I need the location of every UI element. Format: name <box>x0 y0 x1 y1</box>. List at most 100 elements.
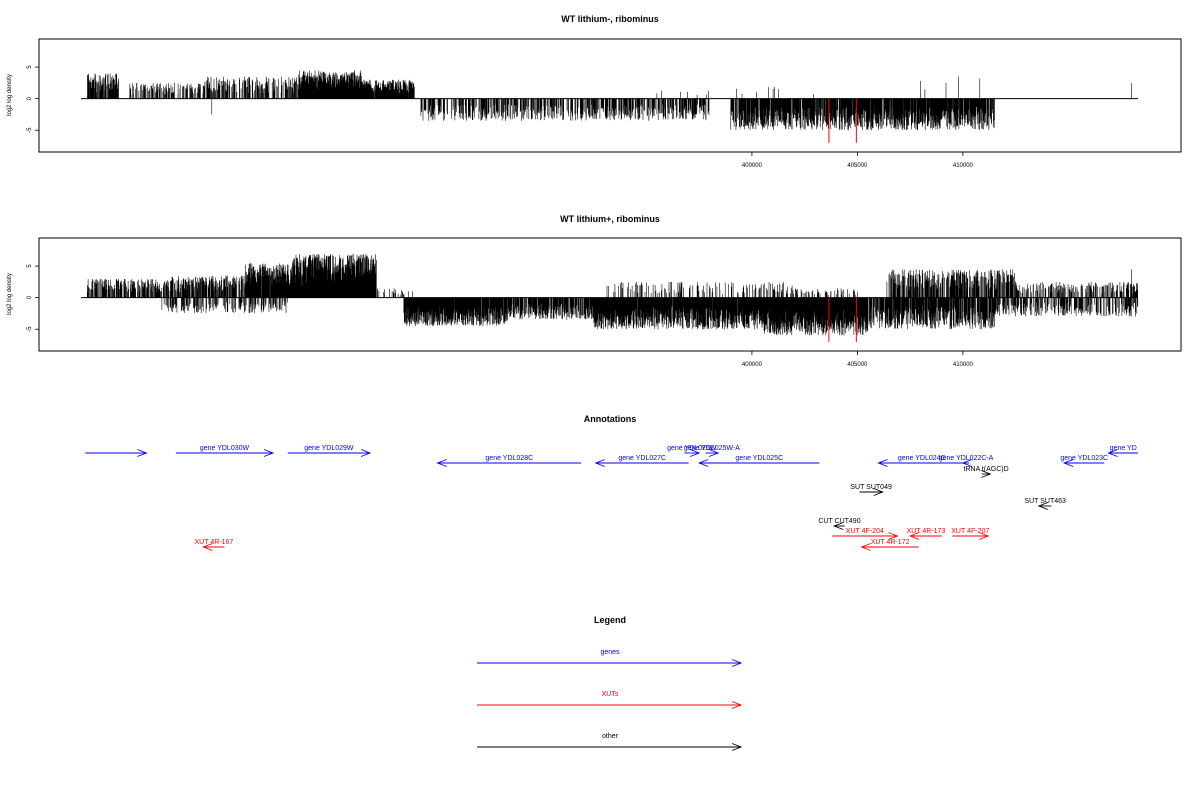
feature-arrowhead <box>137 449 148 457</box>
feature-label: SUT SUT049 <box>850 484 892 491</box>
legend-entry: XUTs <box>477 691 743 709</box>
y-axis-label: log2 log density <box>7 74 13 116</box>
annotation-feature: gene YDL030W <box>175 445 275 457</box>
feature-label: gene YDL026W <box>667 445 717 452</box>
y-axis: -5 0 5 <box>27 264 39 332</box>
annotation-feature <box>85 449 148 457</box>
feature-label: gene YDL027C <box>618 455 666 462</box>
signal-bar-series <box>87 253 1139 336</box>
legend-arrowhead <box>731 701 743 709</box>
annotation-feature: gene YDL029W <box>287 445 372 457</box>
signal-bar-series <box>87 70 1132 131</box>
y-tick-label: 5 <box>27 264 33 268</box>
annotations-panel: Annotations gene YDL030W gene YDL029W gene… <box>85 414 1138 551</box>
y-axis-label: log2 log density <box>7 273 13 315</box>
feature-label: gene YDL030W <box>200 445 250 452</box>
feature-arrowhead <box>697 459 709 467</box>
annotation-feature: gene YDL022C-A <box>939 455 994 467</box>
y-tick-label: 0 <box>27 295 33 299</box>
highlight-spikes <box>828 98 857 143</box>
feature-arrowhead <box>263 449 275 457</box>
x-tick-label: 410000 <box>953 362 974 368</box>
signal-bars <box>81 70 1138 131</box>
feature-label: gene YDL024C <box>898 455 946 462</box>
feature-arrowhead <box>594 459 605 467</box>
legend-entry: genes <box>477 649 743 667</box>
feature-arrowhead <box>877 459 888 467</box>
feature-arrowhead <box>708 449 720 457</box>
feature-arrowhead <box>1107 449 1118 457</box>
annotation-feature: SUT SUT463 <box>1024 498 1066 510</box>
feature-label: gene YDL025C <box>735 455 783 462</box>
feature-arrowhead <box>202 543 213 551</box>
annotation-feature: gene YDL025W-A <box>684 445 740 457</box>
feature-label: SUT SUT463 <box>1024 498 1066 505</box>
feature-label: gene YDL028C <box>485 455 533 462</box>
y-axis: -5 0 5 <box>27 65 39 133</box>
annotation-feature: SUT SUT049 <box>850 484 892 496</box>
feature-arrowhead <box>860 543 871 551</box>
panel-title: WT lithium-, ribominus <box>561 14 659 24</box>
feature-arrowhead <box>908 532 920 540</box>
annotation-feature: XUT 4R-172 <box>860 539 919 551</box>
legend-title: Legend <box>594 615 626 625</box>
legend-entries: genes XUTs other <box>477 649 743 751</box>
panel-lithium-minus: WT lithium-, ribominus log2 log density … <box>7 14 1182 169</box>
annotation-feature: gene YDL024C <box>877 455 965 467</box>
annotation-feature: gene YDL027C <box>594 455 689 467</box>
annotation-feature: CUT CUT490 <box>818 518 861 530</box>
feature-arrowhead <box>1062 459 1074 467</box>
legend-label: XUTs <box>602 691 619 698</box>
y-tick-label: 5 <box>27 65 33 69</box>
x-axis: 400000 405000 410000 <box>742 351 974 368</box>
feature-arrowhead <box>873 488 884 496</box>
feature-arrowhead <box>832 522 844 530</box>
annotation-feature: XUT 4F-204 <box>832 528 899 540</box>
annotation-feature: gene YDL025C <box>697 455 820 467</box>
annotation-feature: gene YDL028C <box>436 455 582 467</box>
feature-arrowhead <box>888 532 899 540</box>
feature-arrowhead <box>981 470 992 478</box>
legend-panel: Legend genes XUTs other <box>477 615 743 751</box>
panel-lithium-plus: WT lithium+, ribominus log2 log density … <box>7 214 1182 368</box>
feature-arrowhead <box>961 459 973 467</box>
x-tick-label: 400000 <box>742 163 763 169</box>
feature-label: XUT 4F-207 <box>951 528 989 535</box>
annotation-feature: gene YD <box>1107 445 1138 457</box>
feature-label: gene YDL022C-A <box>939 455 994 462</box>
x-axis: 400000 405000 410000 <box>742 152 974 169</box>
feature-label: gene YD <box>1110 445 1137 452</box>
signal-bars <box>81 253 1139 336</box>
annotation-feature: gene YDL023C <box>1060 455 1108 467</box>
plot-frame <box>38 38 1182 153</box>
feature-arrowhead <box>436 459 447 467</box>
annotations-title: Annotations <box>584 414 637 424</box>
annotation-feature: gene YDL026W <box>667 445 717 457</box>
legend-label: genes <box>600 649 620 656</box>
legend-arrowhead <box>731 743 743 751</box>
x-tick-label: 410000 <box>953 163 974 169</box>
annotation-feature: tRNA t(AGC)D <box>964 466 1009 478</box>
x-tick-label: 400000 <box>742 362 763 368</box>
legend-arrowhead <box>731 659 743 667</box>
annotation-feature: XUT 4R-167 <box>195 539 234 551</box>
feature-label: gene YDL025W-A <box>684 445 740 452</box>
legend-label: other <box>602 733 619 740</box>
x-tick-label: 405000 <box>847 362 868 368</box>
feature-arrowhead <box>1037 502 1049 510</box>
y-tick-label: 0 <box>27 96 33 100</box>
feature-label: gene YDL023C <box>1060 455 1108 462</box>
feature-arrowhead <box>979 532 990 540</box>
plot-frame <box>38 237 1182 352</box>
feature-label: XUT 4R-167 <box>195 539 234 546</box>
feature-label: XUT 4R-173 <box>907 528 946 535</box>
panel-title: WT lithium+, ribominus <box>560 214 660 224</box>
feature-label: XUT 4F-204 <box>846 528 884 535</box>
y-tick-label: -5 <box>27 127 33 133</box>
y-tick-label: -5 <box>27 326 33 332</box>
feature-label: gene YDL029W <box>304 445 354 452</box>
highlight-spikes <box>828 297 857 342</box>
x-tick-label: 405000 <box>847 163 868 169</box>
feature-arrowhead <box>360 449 372 457</box>
